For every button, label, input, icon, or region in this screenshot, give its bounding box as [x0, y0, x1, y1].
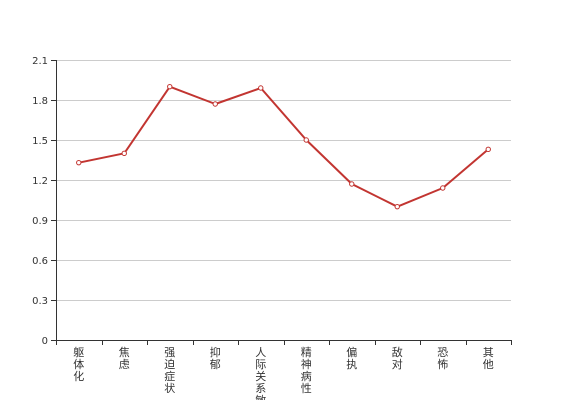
y-tick-label: 0.3	[32, 296, 48, 307]
x-tick-label: 偏执	[346, 345, 357, 371]
x-tick-label: 敌对	[392, 345, 403, 371]
x-tick-label: 强迫症状	[164, 346, 175, 395]
y-tick-label: 0.6	[32, 256, 48, 267]
data-point	[212, 101, 218, 107]
x-tick-label: 人际关系敏感	[255, 346, 266, 400]
data-point	[394, 203, 400, 210]
x-tick-label: 恐怖	[437, 346, 448, 371]
data-point	[303, 137, 309, 143]
y-tick-label: 1.8	[32, 96, 48, 107]
y-tick-label: 0.9	[32, 216, 48, 227]
x-tick-label: 精神病性	[301, 346, 312, 395]
y-tick-label: 0	[42, 336, 48, 347]
data-point	[440, 185, 446, 191]
x-tick-label: 抑郁	[210, 345, 221, 371]
y-tick-label: 2.1	[32, 56, 48, 67]
x-tick-label: 焦虑	[119, 346, 130, 371]
data-point	[485, 146, 491, 153]
data-point	[167, 83, 173, 90]
data-point	[258, 85, 264, 91]
data-point	[76, 159, 82, 166]
x-tick-label: 其他	[483, 346, 494, 371]
series-line	[78, 85, 489, 208]
data-point	[349, 181, 355, 187]
y-tick-label: 1.2	[32, 176, 48, 187]
y-tick-label: 1.5	[32, 136, 48, 147]
x-tick-label: 躯体化	[73, 346, 84, 383]
data-point	[121, 150, 127, 157]
